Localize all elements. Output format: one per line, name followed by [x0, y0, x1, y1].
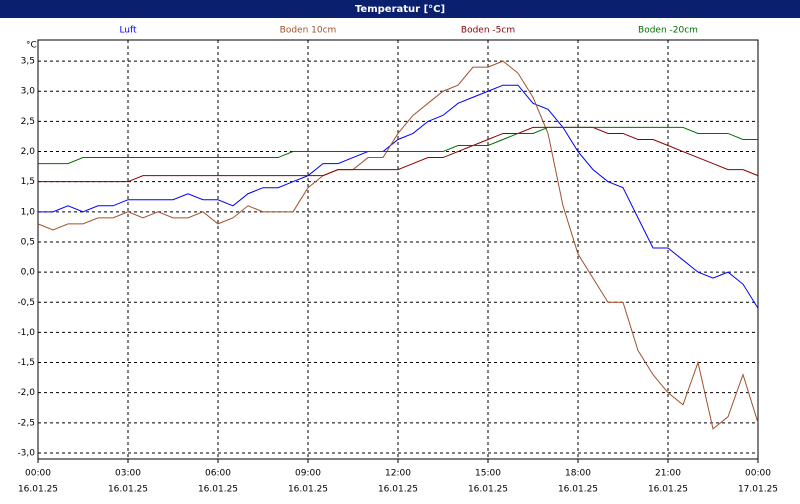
y-tick-label: 3,5 [21, 57, 35, 67]
x-tick-label: 09:00 [295, 469, 321, 479]
x-tick-label: 21:00 [655, 469, 681, 479]
y-tick-label: 1,0 [21, 207, 36, 217]
legend-entry: Boden -5cm [461, 26, 515, 36]
y-tick-label: -0,5 [17, 298, 35, 308]
x-tick-date: 16.01.25 [468, 485, 508, 495]
x-tick-label: 15:00 [475, 469, 501, 479]
series-line [37, 60, 759, 430]
y-tick-label: 3,0 [21, 87, 36, 97]
chart-title: Temperatur [°C] [355, 4, 445, 15]
x-tick-label: 18:00 [565, 469, 591, 479]
y-tick-label: 0,5 [21, 237, 35, 247]
x-tick-date: 16.01.25 [288, 485, 328, 495]
y-tick-label: 1,5 [21, 177, 35, 187]
x-tick-label: 06:00 [205, 469, 231, 479]
y-tick-label: 2,0 [21, 147, 36, 157]
x-tick-date: 16.01.25 [108, 485, 148, 495]
legend-entry: Boden 10cm [280, 26, 337, 36]
series-line [38, 126, 758, 165]
y-tick-label: -2,0 [17, 388, 35, 398]
y-tick-label: -2,5 [17, 418, 35, 428]
y-tick-label: 0,0 [21, 268, 36, 278]
x-tick-label: 00:00 [25, 469, 51, 479]
y-tick-label: -1,0 [17, 328, 35, 338]
y-tick-label: -1,5 [17, 358, 35, 368]
x-tick-label: 03:00 [115, 469, 141, 479]
x-tick-date: 16.01.25 [558, 485, 598, 495]
y-tick-label: -3,0 [17, 448, 35, 458]
x-tick-date: 17.01.25 [738, 485, 778, 495]
x-tick-date: 16.01.25 [378, 485, 418, 495]
x-tick-label: 12:00 [385, 469, 411, 479]
series-line [38, 126, 759, 183]
title-bar [0, 0, 800, 18]
legend-entry: Luft [119, 26, 137, 36]
x-tick-label: 00:00 [745, 469, 771, 479]
y-tick-label: 2,5 [21, 117, 35, 127]
plot-frame [37, 39, 759, 460]
x-tick-date: 16.01.25 [648, 485, 688, 495]
series-line [38, 84, 759, 309]
legend-entry: Boden -20cm [638, 26, 698, 36]
x-tick-date: 16.01.25 [198, 485, 238, 495]
x-tick-date: 16.01.25 [18, 485, 58, 495]
y-unit: °C [26, 41, 37, 51]
